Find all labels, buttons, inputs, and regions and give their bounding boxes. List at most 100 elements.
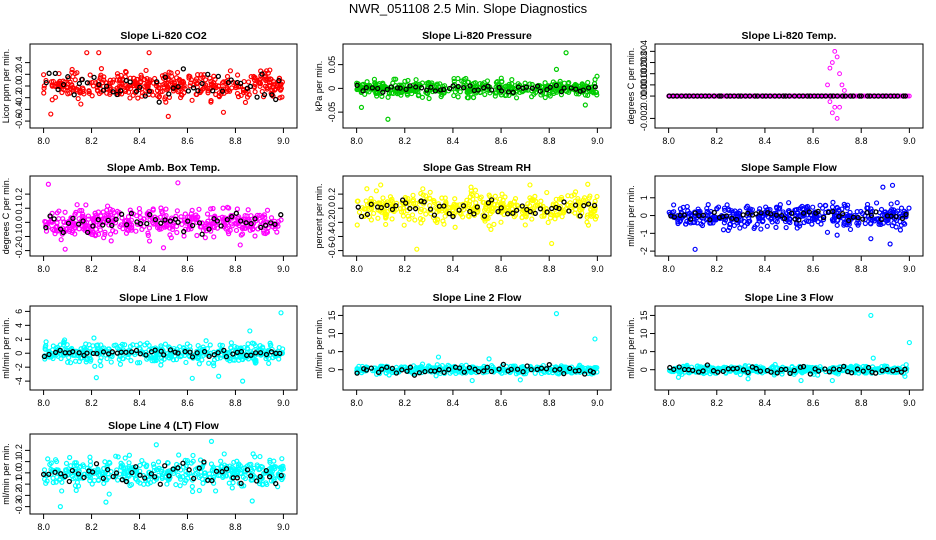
data-point [52, 94, 59, 100]
panel-title: Slope Line 4 (LT) Flow [108, 420, 219, 432]
data-point-black [369, 85, 375, 91]
data-point [264, 207, 271, 213]
data-point [488, 363, 495, 369]
data-point [55, 344, 61, 350]
data-point-black [572, 202, 579, 208]
data-point-black [753, 211, 759, 217]
data-point [906, 205, 912, 211]
data-point [594, 193, 600, 200]
data-point [559, 214, 565, 220]
data-point [263, 76, 269, 82]
data-point-black [354, 82, 360, 88]
data-point [226, 480, 232, 486]
data-point-black [706, 93, 712, 99]
data-point-black [158, 348, 164, 354]
data-point [433, 373, 439, 379]
data-point [96, 351, 102, 357]
data-point [66, 226, 73, 233]
data-point [89, 481, 95, 487]
data-point [147, 77, 153, 83]
data-point [389, 216, 395, 222]
data-point [51, 83, 57, 89]
data-point [174, 208, 180, 214]
data-point [203, 223, 209, 229]
data-point [854, 208, 860, 215]
data-point [238, 92, 244, 99]
data-point-black [181, 228, 187, 235]
data-point-black [43, 225, 49, 231]
data-point-black [523, 84, 530, 90]
data-point [522, 222, 528, 228]
data-point-black [156, 99, 162, 105]
data-point [468, 188, 474, 194]
y-tick-label: -2 [639, 247, 649, 255]
y-axis-label: Licor ppm per min. [1, 49, 11, 124]
data-point-black [903, 211, 909, 218]
data-point [268, 215, 275, 221]
data-point-black [219, 469, 225, 475]
data-point [218, 458, 224, 464]
x-tick-label: 8.6 [807, 398, 820, 408]
data-point [279, 456, 285, 462]
data-point-black [123, 478, 129, 485]
data-point-black [393, 370, 400, 376]
data-point [592, 336, 598, 342]
data-point-black [268, 220, 274, 226]
x-tick-label: 8.4 [447, 264, 460, 274]
data-point [535, 202, 541, 208]
data-point [737, 208, 743, 214]
data-point [893, 224, 899, 230]
data-point [542, 94, 548, 101]
data-point [902, 221, 908, 227]
data-point [141, 216, 147, 222]
data-point [152, 214, 158, 220]
y-tick-label: 0 [327, 367, 337, 372]
data-point [420, 186, 426, 192]
y-tick-label: 15 [639, 310, 649, 320]
y-tick-label: 0 [327, 86, 337, 91]
data-point-black [403, 200, 409, 206]
data-point [208, 438, 215, 444]
data-point [144, 340, 150, 346]
data-point [105, 474, 112, 481]
data-point-black [894, 93, 901, 99]
data-point [725, 227, 731, 234]
data-point [109, 79, 116, 85]
data-point [125, 354, 131, 360]
data-point [103, 499, 109, 505]
data-point-black [172, 216, 179, 222]
data-point-black [720, 368, 726, 374]
data-point [219, 80, 226, 86]
data-point [113, 229, 119, 235]
data-point-black [201, 459, 207, 465]
data-point [43, 77, 49, 84]
data-point-black [206, 226, 212, 232]
data-point-black [152, 216, 159, 223]
data-point [216, 373, 222, 379]
data-point-black [733, 216, 740, 223]
x-tick-label: 8.4 [133, 136, 146, 146]
data-point [827, 65, 833, 71]
data-point [72, 358, 79, 364]
data-point [194, 232, 200, 239]
data-point [720, 227, 727, 233]
data-point-black [902, 366, 908, 372]
data-point [830, 199, 836, 205]
data-point-black [700, 368, 706, 374]
y-tick-label: 5 [327, 349, 337, 354]
x-tick-label: 8.4 [447, 136, 460, 146]
data-point-black [695, 369, 702, 375]
data-point [839, 82, 845, 88]
data-point-black [407, 205, 413, 212]
data-point-black [552, 367, 558, 373]
data-point-black [209, 477, 215, 484]
data-point [823, 209, 829, 216]
data-point [229, 464, 235, 470]
data-point-black [248, 220, 254, 227]
data-point-black [259, 71, 265, 77]
data-point [208, 206, 214, 212]
data-point [146, 50, 152, 56]
y-tick-label: 0 [639, 213, 649, 218]
data-point [435, 354, 442, 360]
data-point-black [109, 222, 115, 229]
